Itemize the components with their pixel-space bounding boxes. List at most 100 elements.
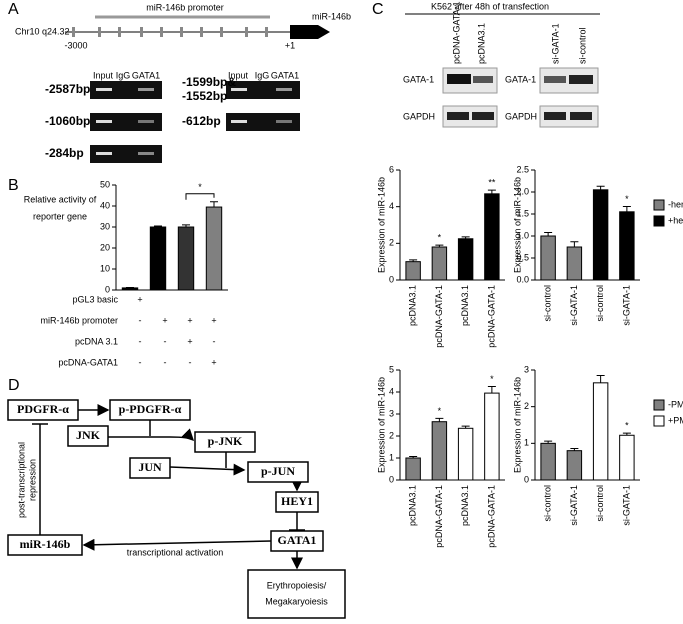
promoter-label: miR-146b promoter (146, 2, 224, 12)
condition-mark: - (139, 315, 142, 325)
pathway-node (7, 399, 79, 421)
y-tick-label: 0 (389, 474, 394, 484)
lane-label: Input (228, 70, 249, 80)
error-bar (544, 231, 553, 236)
node-label: JNK (76, 428, 101, 442)
condition-mark: - (164, 336, 167, 346)
pathway-node (109, 399, 191, 421)
y-axis-label: Expression of miR-146b (512, 377, 522, 473)
y-axis-label: Expression of miR-146b (376, 177, 386, 273)
y-tick-label: 1.5 (516, 208, 529, 218)
lane-label: GATA1 (132, 70, 160, 80)
significance-label: * (490, 374, 494, 384)
legend-label: +PMA (668, 415, 683, 425)
bar (405, 457, 421, 481)
protein-label: GAPDH (505, 111, 537, 121)
x-tick-label: si-GATA-1 (621, 285, 631, 326)
significance-bracket (185, 193, 215, 200)
node-label: p-JUN (261, 464, 295, 478)
blot-header: K562 after 48h of transfection (431, 1, 549, 11)
y-tick-label: 30 (100, 221, 110, 231)
x-tick-label: si-GATA-1 (621, 485, 631, 526)
error-bar (182, 224, 190, 227)
y-axis-label: reporter gene (33, 211, 87, 221)
node-label: p-JNK (208, 434, 243, 448)
condition-mark: + (211, 315, 216, 325)
x-tick-label: pcDNA-GATA-1 (486, 285, 496, 348)
gene-arrow (290, 25, 330, 39)
error-bar (409, 259, 418, 262)
edge-label: post-transcriptional (16, 442, 26, 518)
y-tick-label: 2 (524, 401, 529, 411)
row-label: -1552bp (182, 89, 227, 103)
error-bar (461, 425, 470, 429)
bar (457, 238, 474, 281)
x-tick-label: pcDNA-GATA-1 (486, 485, 496, 548)
error-bar (570, 241, 579, 247)
x-tick-label: pcDNA3.1 (460, 485, 470, 526)
bar (619, 434, 635, 481)
x-tick-label: pcDNA-GATA-1 (434, 485, 444, 548)
x-tick-label: pcDNA3.1 (408, 485, 418, 526)
node-label: p-PDGFR-α (119, 402, 182, 416)
panel-label: D (8, 377, 20, 394)
error-bar (544, 440, 553, 444)
significance-label: * (198, 182, 202, 192)
bar (566, 246, 583, 281)
x-tick-label: si-control (543, 285, 553, 322)
lane-label: Input (93, 70, 114, 80)
y-tick-label: 3 (524, 364, 529, 374)
condition-mark: - (213, 336, 216, 346)
row-label: -284bp (45, 146, 84, 160)
y-axis-label: Expression of miR-146b (512, 177, 522, 273)
y-tick-label: 1 (389, 452, 394, 462)
error-bar (487, 386, 496, 394)
node-label: miR-146b (20, 537, 71, 551)
pathway-node (270, 530, 324, 552)
bar (566, 450, 583, 481)
pathway-arrows (32, 404, 305, 570)
pathway-node (247, 569, 346, 619)
x-tick-label: si-control (595, 485, 605, 522)
node-label: Erythropoiesis/ (267, 580, 327, 590)
protein-label: GAPDH (403, 111, 435, 121)
condition-label: pGL3 basic (72, 294, 118, 304)
error-bar (435, 417, 444, 422)
lane-label: si-GATA-1 (550, 23, 560, 64)
condition-mark: + (187, 315, 192, 325)
y-tick-label: 2 (389, 430, 394, 440)
bar (484, 392, 500, 481)
node-label: JUN (138, 460, 162, 474)
node-label: HEY1 (281, 494, 313, 508)
y-tick-label: 50 (100, 179, 110, 189)
y-tick-label: 3 (389, 408, 394, 418)
bar (592, 189, 609, 281)
x-tick-label: si-GATA-1 (569, 285, 579, 326)
significance-label: * (625, 420, 629, 430)
bar (592, 382, 609, 481)
error-bar (154, 225, 162, 227)
pathway-node (275, 491, 319, 513)
y-tick-label: 6 (389, 164, 394, 174)
y-tick-label: 5 (389, 364, 394, 374)
bar (431, 246, 448, 281)
condition-mark: - (139, 357, 142, 367)
error-bar (596, 375, 605, 383)
panel-label: C (372, 1, 384, 18)
lane-label: GATA1 (271, 70, 299, 80)
y-tick-label: 0 (524, 474, 529, 484)
lane-label: IgG (255, 70, 270, 80)
x-tick-label: pcDNA3.1 (408, 285, 418, 326)
y-tick-label: 10 (100, 263, 110, 273)
bar (619, 211, 635, 281)
error-bar (487, 189, 496, 194)
significance-label: * (625, 194, 629, 204)
row-label: -1599bp& (182, 75, 236, 89)
y-tick-label: 4 (389, 201, 394, 211)
bar (405, 261, 421, 281)
pathway-node (7, 534, 83, 556)
bar (431, 421, 448, 481)
panel-label: B (8, 177, 19, 194)
chromosome: Chr10 q24.32 (15, 26, 70, 36)
condition-label: pcDNA 3.1 (75, 336, 118, 346)
